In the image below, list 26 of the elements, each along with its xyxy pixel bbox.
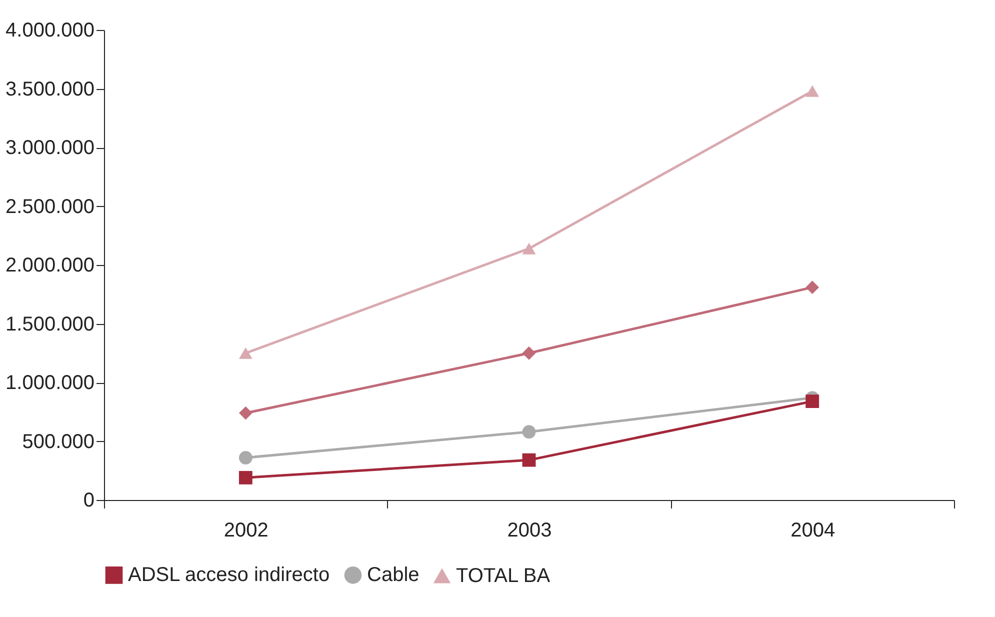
y-tick-label: 2.000.000 — [6, 254, 94, 276]
y-tick-label: 3.500.000 — [6, 78, 94, 100]
point — [238, 347, 252, 359]
x-tick-label: 2002 — [224, 520, 268, 542]
point — [522, 425, 536, 439]
y-tick-label: 1.500.000 — [6, 313, 94, 336]
legend-label: ADSL acceso indirecto — [128, 564, 330, 586]
point — [522, 453, 536, 467]
y-tick-label: 1.000.000 — [6, 372, 94, 394]
point — [806, 280, 820, 294]
y-tick-label: 0 — [83, 490, 94, 512]
legend-label: Cable — [367, 564, 420, 586]
y-tick-label: 3.000.000 — [6, 137, 94, 159]
x-tick-label: 2004 — [790, 520, 836, 542]
point — [522, 242, 536, 254]
point — [522, 346, 536, 360]
point — [806, 394, 820, 408]
legend-label: TOTAL BA — [456, 564, 551, 587]
point — [238, 470, 252, 484]
x-tick-label: 2003 — [507, 520, 552, 542]
point — [238, 406, 252, 420]
y-tick-label: 4.000.000 — [6, 20, 94, 42]
point — [238, 451, 252, 464]
y-tick-label: 2.500.000 — [6, 196, 94, 218]
point — [806, 85, 820, 97]
y-tick-label: 500.000 — [22, 430, 94, 453]
